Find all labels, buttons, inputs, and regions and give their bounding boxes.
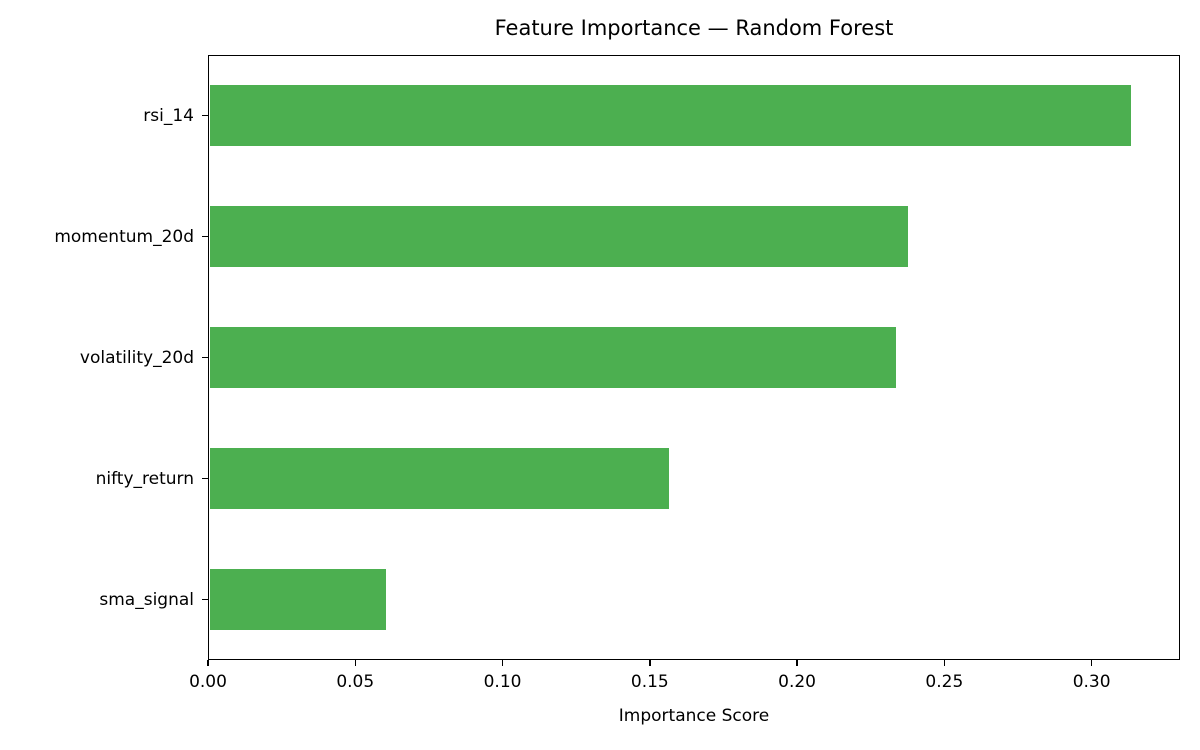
ytick-label-rsi_14: rsi_14 [143,105,194,126]
xtick-label-0.30: 0.30 [1072,672,1111,692]
xtick-mark [1090,660,1093,666]
xtick-label-0.10: 0.10 [483,672,522,692]
bar-volatility_20d [209,327,896,388]
bar-sma_signal [209,569,387,630]
xtick-mark [796,660,798,666]
xtick-label-0.05: 0.05 [336,672,375,692]
xtick-mark [943,660,946,666]
ytick-mark [202,598,208,601]
bar-rsi_14 [209,85,1132,146]
ytick-label-nifty_return: nifty_return [95,468,194,489]
ytick-label-volatility_20d: volatility_20d [79,347,194,368]
ytick-mark [202,356,208,359]
xtick-mark [207,660,209,666]
xtick-mark [649,660,651,666]
chart-title: Feature Importance — Random Forest [494,16,894,40]
bar-momentum_20d [209,206,908,267]
xtick-mark [501,660,504,666]
ytick-label-momentum_20d: momentum_20d [54,226,194,247]
xtick-label-0.00: 0.00 [189,672,227,692]
x-axis-label: Importance Score [618,706,770,726]
ytick-mark [202,235,208,238]
xtick-label-0.25: 0.25 [925,672,964,692]
xtick-label-0.15: 0.15 [630,672,669,692]
xtick-label-0.20: 0.20 [778,672,816,692]
bar-nifty_return [209,448,669,509]
ytick-mark [202,477,208,480]
ytick-label-sma_signal: sma_signal [99,589,194,610]
xtick-mark [354,660,357,666]
ytick-mark [202,114,208,117]
